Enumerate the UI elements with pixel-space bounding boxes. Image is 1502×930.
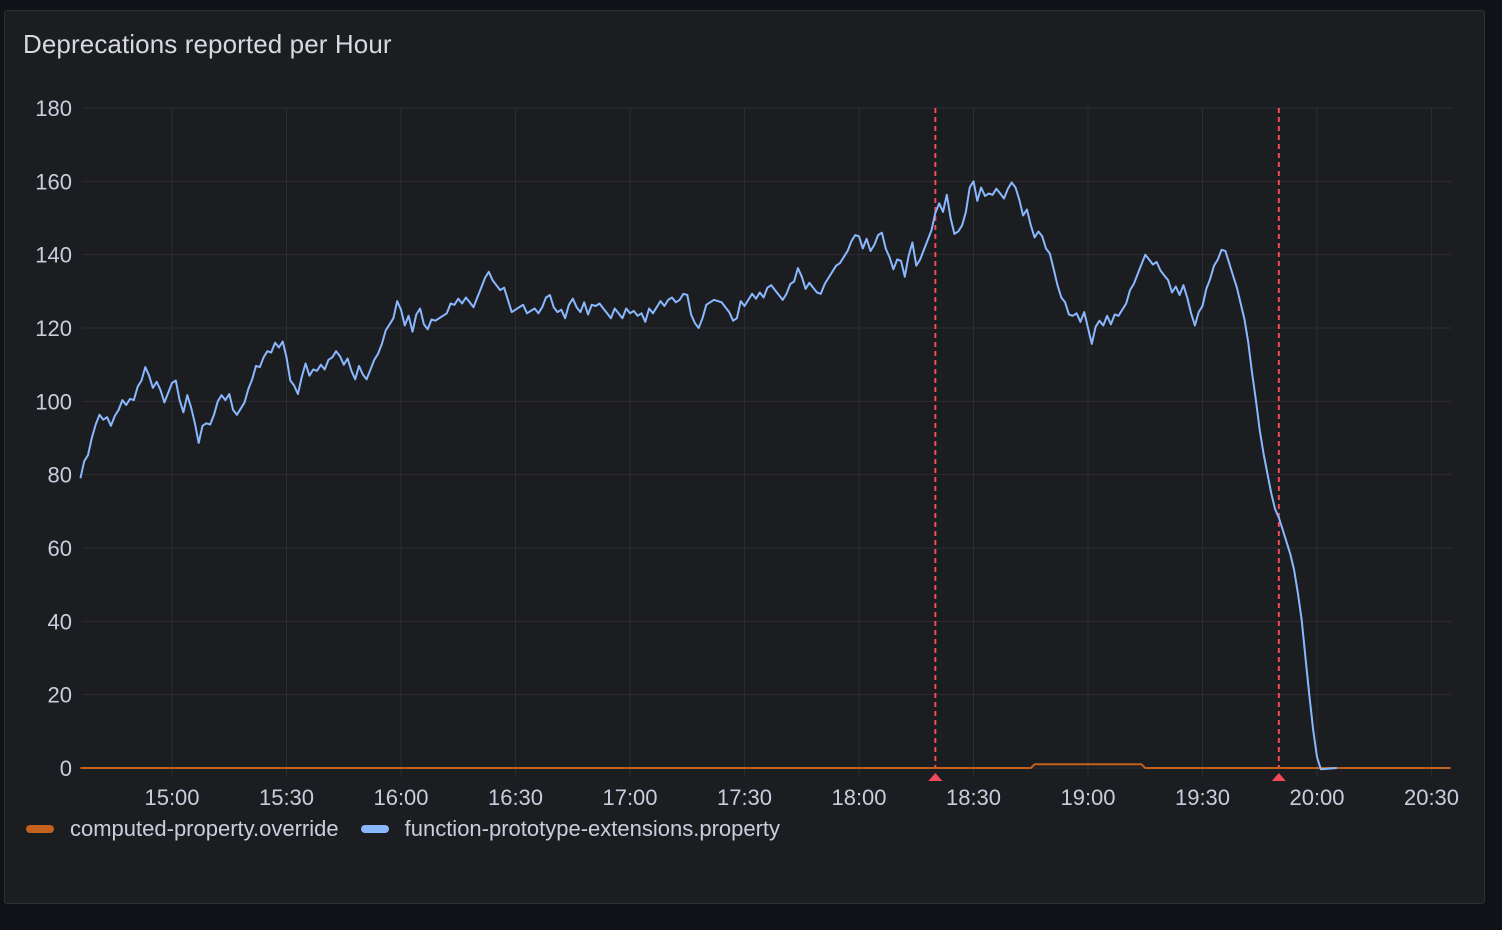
x-axis-tick-label: 17:30 <box>717 785 772 810</box>
x-axis-tick-label: 18:30 <box>946 785 1001 810</box>
x-axis-tick-label: 18:00 <box>831 785 886 810</box>
y-axis-tick-label: 0 <box>60 756 72 781</box>
x-axis-tick-label: 19:00 <box>1060 785 1115 810</box>
annotation-marker-icon[interactable] <box>1271 773 1286 781</box>
y-axis-tick-label: 60 <box>48 536 72 561</box>
legend-label: computed-property.override <box>70 816 339 841</box>
y-axis-tick-label: 120 <box>35 316 72 341</box>
x-axis-tick-label: 16:00 <box>373 785 428 810</box>
y-axis-tick-label: 100 <box>35 389 72 414</box>
series-line-function-prototype-extensions-property[interactable] <box>79 180 1337 771</box>
y-axis-tick-label: 160 <box>35 169 72 194</box>
y-axis-tick-label: 80 <box>48 463 72 488</box>
y-axis-tick-label: 140 <box>35 243 72 268</box>
x-axis-tick-label: 20:00 <box>1289 785 1344 810</box>
x-axis-tick-label: 15:00 <box>144 785 199 810</box>
y-axis-tick-label: 40 <box>48 609 72 634</box>
y-axis-tick-label: 180 <box>35 96 72 121</box>
x-axis-tick-label: 19:30 <box>1175 785 1230 810</box>
y-axis-tick-label: 20 <box>48 683 72 708</box>
x-axis-tick-label: 17:00 <box>602 785 657 810</box>
legend-item-function-prototype-extensions-property[interactable]: function-prototype-extensions.property <box>360 816 781 842</box>
series-color-swatch <box>360 825 389 833</box>
x-axis-tick-label: 20:30 <box>1404 785 1459 810</box>
legend-label: function-prototype-extensions.property <box>404 816 781 841</box>
x-axis-tick-label: 15:30 <box>259 785 314 810</box>
panel-title[interactable]: Deprecations reported per Hour <box>23 29 392 59</box>
legend-item-computed-property-override[interactable]: computed-property.override <box>26 816 339 842</box>
x-axis-tick-label: 16:30 <box>488 785 543 810</box>
legend: computed-property.override function-prot… <box>26 816 802 842</box>
annotation-marker-icon[interactable] <box>928 773 943 781</box>
series-line-computed-property-override[interactable] <box>80 763 1451 769</box>
series-color-swatch <box>26 825 54 833</box>
